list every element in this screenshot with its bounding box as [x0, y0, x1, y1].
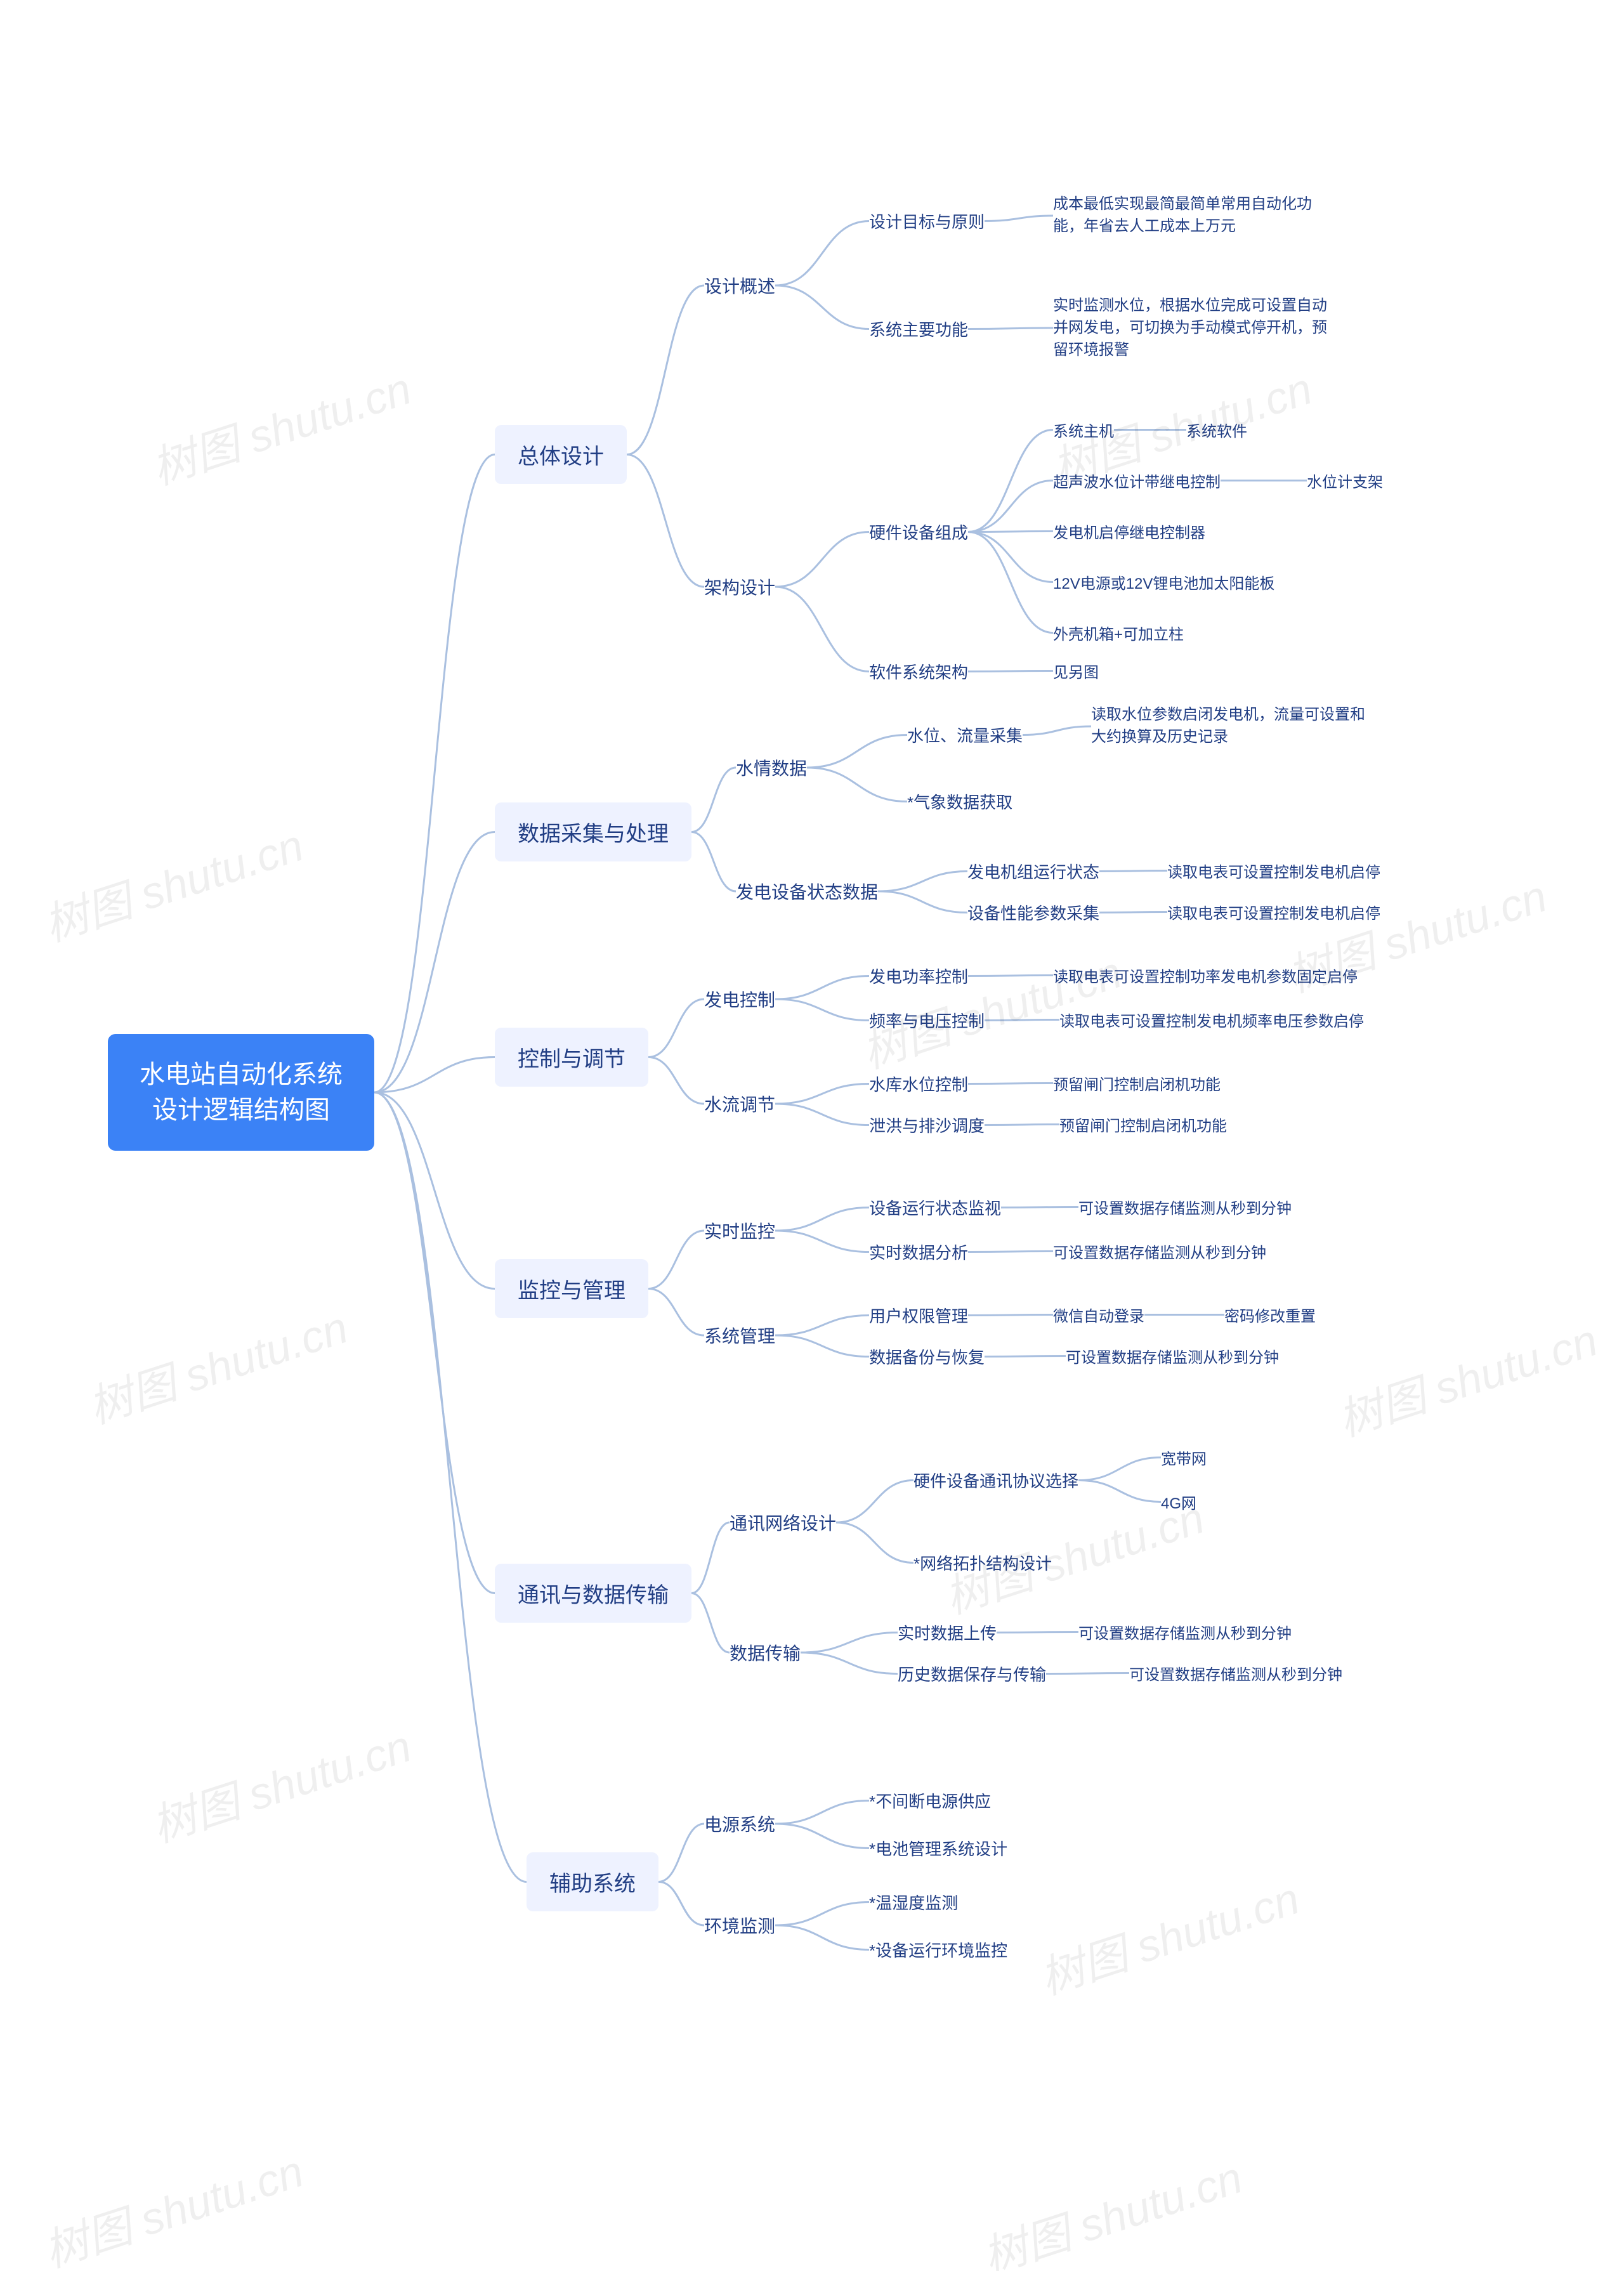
l3-node-F1a[interactable]: *不间断电源供应	[869, 1789, 991, 1812]
l3-node-A1b[interactable]: 系统主要功能	[869, 317, 968, 341]
l3-node-E2a[interactable]: 实时数据上传	[898, 1621, 997, 1644]
l4-node-A2a4[interactable]: 12V电源或12V锂电池加太阳能板	[1053, 571, 1274, 593]
l3-node-F2a[interactable]: *温湿度监测	[869, 1890, 958, 1914]
l2-node-C1[interactable]: 发电控制	[704, 986, 775, 1012]
l4-node-A1a1[interactable]: 成本最低实现最简最简单常用自动化功能，年省去人工成本上万元	[1053, 193, 1332, 238]
watermark: 树图 shutu.cn	[1329, 1305, 1605, 1449]
l1-node-E[interactable]: 通讯与数据传输	[495, 1564, 691, 1623]
l4-node-C2a1[interactable]: 预留闸门控制启闭机功能	[1053, 1072, 1221, 1094]
l4-node-E2a1[interactable]: 可设置数据存储监测从秒到分钟	[1078, 1621, 1292, 1643]
l4-node-A2a2[interactable]: 超声波水位计带继电控制	[1053, 469, 1221, 492]
l3-node-A2b[interactable]: 软件系统架构	[869, 660, 968, 683]
l4-node-B2b1[interactable]: 读取电表可设置控制发电机启停	[1167, 901, 1380, 923]
l3-node-F1b[interactable]: *电池管理系统设计	[869, 1836, 1007, 1860]
l3-node-B2a[interactable]: 发电机组运行状态	[967, 860, 1099, 883]
l4-node-C2b1[interactable]: 预留闸门控制启闭机功能	[1059, 1113, 1227, 1136]
watermark: 树图 shutu.cn	[1031, 1863, 1307, 2007]
l3-node-A1a[interactable]: 设计目标与原则	[869, 209, 985, 233]
watermark: 树图 shutu.cn	[79, 1292, 355, 1436]
l4-node-E1a1[interactable]: 宽带网	[1161, 1446, 1207, 1469]
l3-node-D1b[interactable]: 实时数据分析	[869, 1240, 968, 1264]
l1-node-F[interactable]: 辅助系统	[527, 1852, 658, 1911]
l1-node-D[interactable]: 监控与管理	[495, 1259, 648, 1318]
l3-node-E1b[interactable]: *网络拓扑结构设计	[914, 1551, 1052, 1574]
l1-node-A[interactable]: 总体设计	[495, 425, 627, 484]
l2-node-C2[interactable]: 水流调节	[704, 1091, 775, 1116]
l2-node-D2[interactable]: 系统管理	[704, 1323, 775, 1348]
l4-node-A2a5[interactable]: 外壳机箱+可加立柱	[1053, 622, 1184, 644]
l3-node-D2a[interactable]: 用户权限管理	[869, 1304, 968, 1327]
l4-node-A2a3[interactable]: 发电机启停继电控制器	[1053, 520, 1205, 542]
l3-node-E2b[interactable]: 历史数据保存与传输	[898, 1662, 1046, 1685]
l5-node-A2a2x[interactable]: 水位计支架	[1307, 469, 1383, 492]
l2-node-F1[interactable]: 电源系统	[704, 1811, 775, 1836]
l4-node-D2a1[interactable]: 微信自动登录	[1053, 1304, 1144, 1326]
l4-node-C1a1[interactable]: 读取电表可设置控制功率发电机参数固定启停	[1053, 964, 1358, 986]
watermark: 树图 shutu.cn	[35, 810, 311, 954]
l5-node-A2a1x[interactable]: 系统软件	[1186, 419, 1247, 441]
l4-node-B1a1[interactable]: 读取水位参数启闭发电机，流量可设置和大约换算及历史记录	[1091, 704, 1370, 749]
l1-node-C[interactable]: 控制与调节	[495, 1028, 648, 1087]
l4-node-A2b1[interactable]: 见另图	[1053, 660, 1099, 682]
l3-node-C1b[interactable]: 频率与电压控制	[869, 1009, 985, 1032]
l2-node-A1[interactable]: 设计概述	[704, 273, 775, 298]
watermark: 树图 shutu.cn	[143, 353, 419, 497]
l3-node-B1a[interactable]: 水位、流量采集	[907, 723, 1023, 747]
l3-node-D2b[interactable]: 数据备份与恢复	[869, 1345, 985, 1368]
l4-node-D2b1[interactable]: 可设置数据存储监测从秒到分钟	[1066, 1345, 1279, 1367]
l5-node-D2a1x[interactable]: 密码修改重置	[1224, 1304, 1316, 1326]
l4-node-D1a1[interactable]: 可设置数据存储监测从秒到分钟	[1078, 1196, 1292, 1218]
watermark: 树图 shutu.cn	[35, 2136, 311, 2271]
l3-node-C2b[interactable]: 泄洪与排沙调度	[869, 1113, 985, 1137]
l2-node-E2[interactable]: 数据传输	[730, 1640, 801, 1665]
l3-node-C2a[interactable]: 水库水位控制	[869, 1072, 968, 1096]
l2-node-F2[interactable]: 环境监测	[704, 1913, 775, 1938]
l2-node-A2[interactable]: 架构设计	[704, 574, 775, 599]
l2-node-B1[interactable]: 水情数据	[736, 755, 807, 780]
l4-node-C1b1[interactable]: 读取电表可设置控制发电机频率电压参数启停	[1059, 1009, 1364, 1031]
l3-node-E1a[interactable]: 硬件设备通讯协议选择	[914, 1469, 1078, 1492]
l2-node-D1[interactable]: 实时监控	[704, 1218, 775, 1243]
l3-node-B2b[interactable]: 设备性能参数采集	[967, 901, 1099, 924]
l1-node-B[interactable]: 数据采集与处理	[495, 802, 691, 861]
mindmap-root[interactable]: 水电站自动化系统设计逻辑结构图	[108, 1034, 374, 1151]
watermark: 树图 shutu.cn	[974, 2142, 1250, 2271]
l3-node-A2a[interactable]: 硬件设备组成	[869, 520, 968, 544]
l4-node-D1b1[interactable]: 可设置数据存储监测从秒到分钟	[1053, 1240, 1266, 1262]
root-label: 水电站自动化系统设计逻辑结构图	[140, 1061, 343, 1124]
l3-node-D1a[interactable]: 设备运行状态监视	[869, 1196, 1001, 1219]
l3-node-F2b[interactable]: *设备运行环境监控	[869, 1938, 1007, 1961]
l3-node-C1a[interactable]: 发电功率控制	[869, 964, 968, 988]
l4-node-E2b1[interactable]: 可设置数据存储监测从秒到分钟	[1129, 1662, 1342, 1684]
l4-node-A2a1[interactable]: 系统主机	[1053, 419, 1114, 441]
l2-node-E1[interactable]: 通讯网络设计	[730, 1510, 836, 1535]
l4-node-A1b1[interactable]: 实时监测水位，根据水位完成可设置自动并网发电，可切换为手动模式停开机，预留环境报…	[1053, 295, 1332, 361]
l3-node-B1b[interactable]: *气象数据获取	[907, 790, 1012, 813]
l4-node-E1a2[interactable]: 4G网	[1161, 1491, 1196, 1513]
l2-node-B2[interactable]: 发电设备状态数据	[736, 879, 878, 904]
watermark: 树图 shutu.cn	[143, 1711, 419, 1855]
l4-node-B2a1[interactable]: 读取电表可设置控制发电机启停	[1167, 860, 1380, 882]
